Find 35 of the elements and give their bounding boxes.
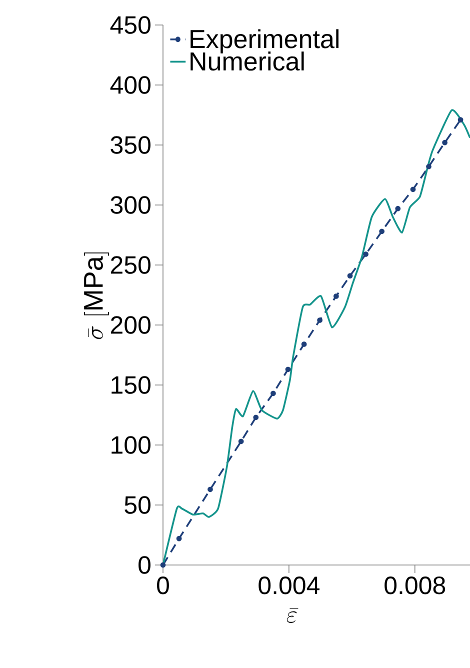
point (347, 273, 353, 278)
point (238, 438, 244, 444)
point (207, 486, 213, 492)
y-tick-label: 150 (111, 376, 150, 394)
point (442, 140, 448, 146)
y-tick-label: 450 (110, 16, 150, 34)
y-axis-title: $\bar{\sigma}\ [\mathrm{MPa}]$ (84, 252, 109, 340)
legend-label: Experimental (190, 29, 338, 54)
point (160, 562, 166, 568)
point (301, 341, 307, 347)
point (270, 390, 276, 396)
point (378, 228, 384, 234)
point (333, 293, 339, 299)
point (395, 206, 400, 212)
y-tick-label: 350 (110, 136, 150, 154)
x-tick-label: 0 (156, 576, 169, 594)
y-tick-label: 100 (111, 436, 150, 454)
point (285, 366, 291, 372)
y-tick-label: 200 (110, 316, 150, 334)
y-tick-label: 400 (110, 76, 150, 94)
y-tick-label: 0 (138, 556, 150, 574)
point (252, 414, 258, 420)
point (176, 536, 182, 542)
x-tick-label: 0.008 (384, 576, 445, 594)
point (316, 317, 322, 323)
legend-label: Numerical (190, 52, 304, 71)
point (410, 186, 416, 192)
point (458, 117, 464, 122)
y-tick-label: 50 (124, 496, 150, 514)
point (362, 251, 368, 257)
y-tick-label: 250 (110, 256, 150, 274)
x-axis-title: $\bar{\varepsilon}$ (286, 608, 298, 623)
x-tick-label: 0.004 (258, 576, 320, 594)
y-tick-label: 300 (110, 196, 150, 214)
point (426, 164, 432, 170)
